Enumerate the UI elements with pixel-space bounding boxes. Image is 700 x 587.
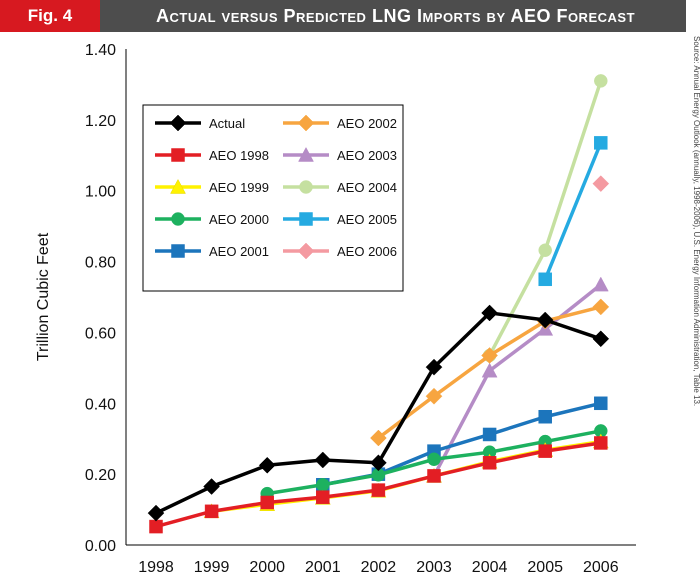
x-tick-label: 2006 bbox=[583, 559, 619, 576]
legend-label-actual: Actual bbox=[209, 116, 245, 131]
x-tick-label: 2001 bbox=[305, 559, 341, 576]
x-tick-label: 2005 bbox=[527, 559, 563, 576]
data-point-aeo-1998 bbox=[260, 495, 274, 510]
series-aeo-2006 bbox=[592, 175, 610, 192]
series-line-aeo-2005 bbox=[543, 142, 603, 280]
figure-header: Fig. 4 Actual versus Predicted LNG Impor… bbox=[0, 0, 686, 32]
line-chart: 0.00 0.20 0.40 0.60 0.80 1.00 1.20 1.40 1998 1999… bbox=[35, 42, 636, 576]
legend-marker-aeo-2004 bbox=[299, 180, 313, 194]
source-note: Source: Annual Energy Outlook (annually,… bbox=[688, 34, 700, 587]
y-tick-label: 1.00 bbox=[85, 184, 116, 201]
data-point-aeo-1998 bbox=[204, 504, 219, 519]
legend-label-aeo-2000: AEO 2000 bbox=[209, 212, 269, 227]
legend-marker-aeo-2001 bbox=[171, 244, 185, 258]
data-point-aeo-1998 bbox=[427, 469, 441, 483]
legend-label-aeo-2006: AEO 2006 bbox=[337, 244, 397, 259]
legend-label-aeo-1998: AEO 1998 bbox=[209, 148, 269, 163]
legend-marker-aeo-2000 bbox=[171, 212, 185, 226]
x-tick-label: 2003 bbox=[416, 559, 452, 576]
source-text: Source: Annual Energy Outlook (annually,… bbox=[692, 36, 700, 407]
legend-marker-aeo-2002 bbox=[297, 114, 315, 132]
data-point-aeo-2002 bbox=[425, 387, 443, 405]
data-point-aeo-1998 bbox=[371, 483, 386, 497]
series-aeo-2005 bbox=[538, 136, 608, 287]
y-tick-label: 0.80 bbox=[85, 255, 116, 272]
legend-label-aeo-2002: AEO 2002 bbox=[337, 116, 397, 131]
data-point-aeo-1998 bbox=[149, 519, 163, 534]
data-point-aeo-1998 bbox=[482, 456, 497, 470]
series-line-aeo-2001 bbox=[322, 401, 602, 487]
data-point-aeo-2006 bbox=[592, 175, 610, 192]
data-point-aeo-2004 bbox=[538, 243, 552, 257]
data-point-actual bbox=[481, 304, 498, 322]
legend-label-aeo-1999: AEO 1999 bbox=[209, 180, 269, 195]
data-point-aeo-2001 bbox=[594, 396, 608, 411]
x-tick-label: 1998 bbox=[138, 559, 174, 576]
data-point-actual bbox=[425, 358, 443, 376]
y-tick-label: 0.60 bbox=[85, 325, 116, 342]
y-axis-title: Trillion Cubic Feet bbox=[35, 232, 52, 361]
data-point-aeo-2005 bbox=[594, 136, 608, 150]
data-point-aeo-2002 bbox=[592, 298, 610, 316]
y-tick-label: 1.40 bbox=[85, 42, 116, 59]
legend-label-aeo-2004: AEO 2004 bbox=[337, 180, 397, 195]
legend-marker-aeo-2006 bbox=[297, 242, 315, 260]
data-point-aeo-1998 bbox=[316, 490, 330, 504]
chart-title: Actual versus Predicted LNG Imports by A… bbox=[155, 6, 636, 26]
data-point-aeo-2003 bbox=[481, 362, 498, 378]
legend-label-aeo-2001: AEO 2001 bbox=[209, 244, 269, 259]
data-point-aeo-2005 bbox=[538, 272, 552, 287]
y-tick-label: 0.00 bbox=[85, 538, 116, 555]
legend-label-aeo-2005: AEO 2005 bbox=[337, 212, 397, 227]
x-tick-label: 1999 bbox=[194, 559, 230, 576]
data-point-aeo-2003 bbox=[592, 276, 609, 292]
data-point-aeo-2000 bbox=[427, 452, 441, 467]
data-point-aeo-1998 bbox=[594, 436, 608, 450]
legend-box bbox=[142, 104, 404, 292]
legend-marker-aeo-2005 bbox=[299, 212, 313, 226]
y-tick-label: 0.40 bbox=[85, 396, 116, 413]
data-point-actual bbox=[314, 451, 332, 469]
data-point-actual bbox=[536, 311, 554, 329]
x-tick-label: 2002 bbox=[361, 559, 397, 576]
data-point-actual bbox=[147, 504, 165, 522]
data-point-aeo-1998 bbox=[538, 444, 552, 458]
data-point-aeo-2004 bbox=[594, 74, 608, 88]
legend-marker-actual bbox=[169, 114, 187, 132]
legend-marker-aeo-1998 bbox=[171, 148, 185, 162]
series-line-aeo-2003 bbox=[432, 283, 602, 477]
legend-marker-aeo-2003 bbox=[298, 146, 314, 162]
legend-marker-aeo-1999 bbox=[170, 178, 186, 194]
data-point-actual bbox=[592, 330, 610, 348]
y-tick-label: 1.20 bbox=[85, 113, 116, 130]
data-point-actual bbox=[370, 454, 387, 472]
data-point-aeo-2001 bbox=[482, 427, 497, 442]
data-point-actual bbox=[258, 456, 276, 474]
data-point-aeo-2001 bbox=[538, 409, 552, 424]
y-tick-label: 0.20 bbox=[85, 467, 116, 484]
series-aeo-2002 bbox=[370, 298, 610, 447]
series-aeo-1998 bbox=[149, 436, 608, 534]
data-point-actual bbox=[203, 478, 220, 495]
data-point-aeo-2002 bbox=[481, 347, 498, 364]
figure-number-tag: Fig. 4 bbox=[0, 0, 100, 32]
x-tick-label: 2000 bbox=[249, 559, 285, 576]
data-point-aeo-2000 bbox=[316, 478, 330, 492]
x-tick-label: 2004 bbox=[472, 559, 508, 576]
series-actual bbox=[147, 304, 610, 522]
data-point-aeo-2002 bbox=[370, 429, 387, 447]
legend-label-aeo-2003: AEO 2003 bbox=[337, 148, 397, 163]
